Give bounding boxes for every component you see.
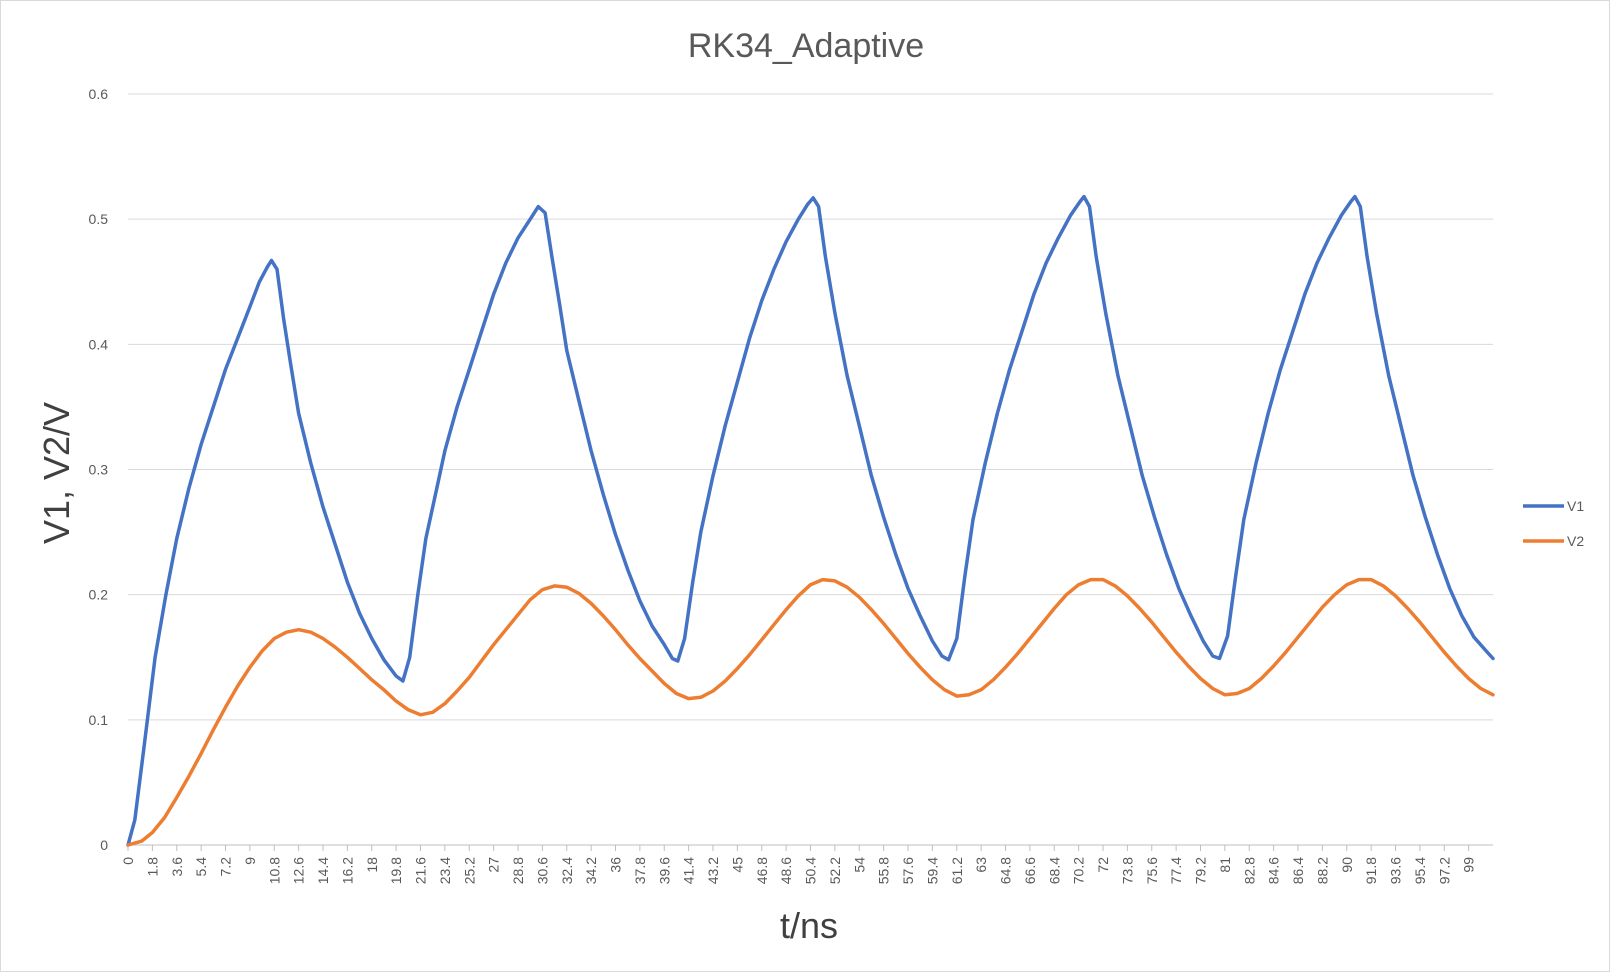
x-tick-label: 84.6 xyxy=(1266,857,1282,884)
x-tick-label: 36 xyxy=(608,857,624,873)
x-tick-label: 18 xyxy=(364,857,380,873)
x-tick-label: 97.2 xyxy=(1436,857,1452,884)
x-tick-label: 12.6 xyxy=(291,857,307,884)
gridlines xyxy=(128,93,1493,846)
x-tick-label: 46.8 xyxy=(754,857,770,884)
y-tick-label: 0.3 xyxy=(89,462,109,478)
y-tick-label: 0 xyxy=(100,837,108,853)
x-tick-label: 28.8 xyxy=(510,857,526,884)
y-tick-label: 0.6 xyxy=(89,86,109,102)
x-tick-label: 68.4 xyxy=(1046,857,1062,884)
x-tick-label: 32.4 xyxy=(559,857,575,884)
x-tick-label: 34.2 xyxy=(583,857,599,884)
x-tick-label: 70.2 xyxy=(1071,857,1087,884)
x-tick-label: 25.2 xyxy=(461,857,477,884)
y-axis-title: V1, V2/V xyxy=(36,402,77,544)
x-tick-label: 55.8 xyxy=(876,857,892,884)
x-tick-label: 81 xyxy=(1217,857,1233,873)
x-tick-label: 95.4 xyxy=(1412,857,1428,884)
chart-title: RK34_Adaptive xyxy=(688,27,924,65)
x-tick-label: 39.6 xyxy=(656,857,672,884)
x-tick-label: 45 xyxy=(729,857,745,873)
x-tick-label: 99 xyxy=(1461,857,1477,873)
x-tick-label: 52.2 xyxy=(827,857,843,884)
x-tick-label: 14.4 xyxy=(315,857,331,884)
x-tick-label: 3.6 xyxy=(169,857,185,877)
x-tick-label: 59.4 xyxy=(924,857,940,884)
x-axis-title: t/ns xyxy=(780,905,838,946)
x-axis: 0 1.8 3.6 5.4 7.2 9 10.8 12.6 14.4 16.2 18 19.8 21.6… xyxy=(120,844,1493,884)
y-tick-label: 0.1 xyxy=(89,712,109,728)
x-tick-label: 75.6 xyxy=(1144,857,1160,884)
series-line-v1 xyxy=(126,194,1495,847)
x-tick-label: 91.8 xyxy=(1363,857,1379,884)
x-tick-label: 10.8 xyxy=(266,857,282,884)
x-tick-label: 63 xyxy=(973,857,989,873)
x-tick-label: 21.6 xyxy=(413,857,429,884)
y-tick-label: 0.5 xyxy=(89,211,109,227)
x-tick-label: 23.4 xyxy=(437,857,453,884)
x-tick-label: 30.6 xyxy=(534,857,550,884)
x-tick-label: 93.6 xyxy=(1388,857,1404,884)
x-tick-label: 16.2 xyxy=(339,857,355,884)
x-tick-label: 54 xyxy=(851,857,867,873)
legend-label-v1: V1 xyxy=(1567,498,1584,514)
x-tick-label: 41.4 xyxy=(681,857,697,884)
x-tick-label: 43.2 xyxy=(705,857,721,884)
x-tick-label: 64.8 xyxy=(998,857,1014,884)
legend: V1 V2 xyxy=(1523,498,1584,549)
x-tick-label: 7.2 xyxy=(218,857,234,877)
x-tick-label: 72 xyxy=(1095,857,1111,873)
x-tick-label: 82.8 xyxy=(1241,857,1257,884)
y-tick-label: 0.4 xyxy=(89,336,109,352)
series-group xyxy=(126,194,1495,847)
legend-label-v2: V2 xyxy=(1567,533,1584,549)
x-tick-label: 5.4 xyxy=(193,857,209,877)
x-tick-label: 57.6 xyxy=(900,857,916,884)
x-tick-label: 0 xyxy=(120,857,136,865)
x-tick-label: 66.6 xyxy=(1022,857,1038,884)
x-tick-label: 88.2 xyxy=(1314,857,1330,884)
x-tick-label: 73.8 xyxy=(1119,857,1135,884)
series-line-v2 xyxy=(126,577,1495,847)
x-tick-label: 27 xyxy=(486,857,502,873)
x-tick-label: 79.2 xyxy=(1193,857,1209,884)
y-tick-label: 0.2 xyxy=(89,587,109,603)
x-tick-label: 19.8 xyxy=(388,857,404,884)
x-tick-label: 77.4 xyxy=(1168,857,1184,884)
x-tick-label: 37.8 xyxy=(632,857,648,884)
x-tick-label: 61.2 xyxy=(949,857,965,884)
y-axis-ticks: 0 0.1 0.2 0.3 0.4 0.5 0.6 xyxy=(89,86,109,853)
x-tick-label: 90 xyxy=(1339,857,1355,873)
x-tick-label: 86.4 xyxy=(1290,857,1306,884)
x-tick-label: 9 xyxy=(242,857,258,865)
x-tick-label: 48.6 xyxy=(778,857,794,884)
x-tick-label: 50.4 xyxy=(803,857,819,884)
x-tick-label: 1.8 xyxy=(144,857,160,877)
